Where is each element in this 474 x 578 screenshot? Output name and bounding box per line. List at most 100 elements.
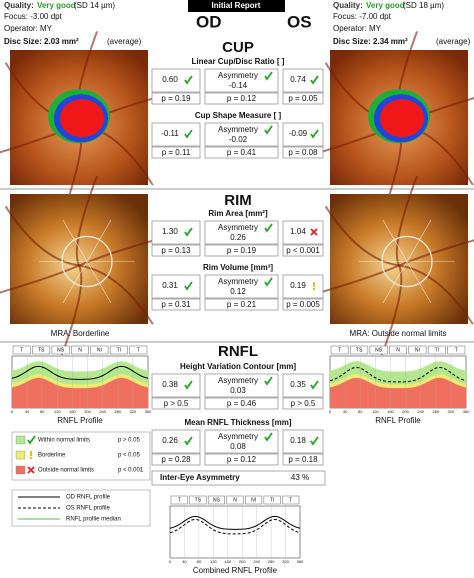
profile-line	[169, 515, 301, 530]
p-cell	[151, 244, 201, 257]
sector-label: T	[20, 347, 23, 353]
x-tick-label: 320	[282, 559, 289, 564]
value-cell	[282, 373, 324, 398]
section-title: RIM	[224, 192, 252, 209]
title-box	[188, 0, 285, 12]
value-cell	[151, 373, 201, 398]
profile-line	[11, 365, 149, 380]
p-cell	[204, 146, 279, 159]
value-cell	[204, 373, 279, 398]
os-label: OS	[287, 12, 312, 31]
legend-swatch	[15, 465, 26, 475]
disc-size: Disc Size: 2.34 mm²	[333, 37, 408, 46]
profile-line	[329, 366, 467, 383]
value-cell	[151, 122, 201, 147]
check-icon	[310, 75, 319, 85]
p-value: p = 0.28	[161, 455, 191, 464]
od-label: OD	[196, 12, 222, 31]
quality-sd: (SD 14 µm)	[74, 1, 115, 10]
legend-label: Borderline	[38, 453, 66, 459]
value-cell	[151, 429, 201, 454]
sector-label: TS	[356, 347, 363, 353]
x-tick-label: 200	[84, 409, 91, 414]
p-value: p = 0.05	[288, 94, 318, 103]
value-cell	[151, 68, 201, 93]
od-value: 0.26	[162, 436, 178, 445]
check-icon	[264, 71, 273, 81]
p-cell	[151, 298, 201, 311]
x-tick-label: 280	[432, 409, 439, 414]
asym-value: -0.14	[229, 81, 248, 90]
sector-box	[226, 495, 244, 505]
asym-label: Asymmetry	[218, 125, 258, 134]
check-icon	[264, 223, 273, 233]
check-icon	[264, 432, 273, 442]
sector-box	[263, 495, 281, 505]
legend-p: p < 0.001	[118, 468, 144, 474]
p-cell	[204, 397, 279, 410]
focus: Focus: -7.00 dpt	[333, 12, 392, 21]
p-cell	[282, 298, 324, 311]
x-tick-label: 160	[387, 409, 394, 414]
check-icon	[264, 376, 273, 386]
sector-label: N	[396, 347, 400, 353]
sector-box	[330, 345, 349, 355]
sector-label: NI	[415, 347, 420, 353]
p-cell	[282, 453, 324, 466]
asym-label: Asymmetry	[218, 432, 258, 441]
image-bg	[10, 194, 148, 324]
vessel	[380, 265, 403, 356]
sector-label: TI	[435, 347, 439, 353]
x-tick-label: 160	[224, 559, 231, 564]
x-tick-label: 120	[54, 409, 61, 414]
metric-title: Linear Cup/Disc Ratio [ ]	[192, 57, 285, 66]
p-value: p = 0.12	[227, 94, 257, 103]
asym-value: 0.26	[230, 233, 246, 242]
value-cell	[204, 429, 279, 454]
warn-icon	[313, 282, 315, 287]
p-value: p = 0.08	[288, 148, 318, 157]
vessel	[0, 264, 80, 294]
legend-label: Within normal limits	[38, 438, 90, 444]
sector-label: T	[178, 497, 181, 503]
check-icon	[310, 436, 319, 446]
od-value: 0.31	[162, 281, 178, 290]
x-tick-label: 160	[69, 409, 76, 414]
p-value: p = 0.21	[227, 300, 257, 309]
mra-label: MRA: Outside normal limits	[350, 329, 447, 338]
p-value: p = 0.19	[161, 94, 191, 103]
metric-title: Rim Area [mm²]	[208, 209, 268, 218]
p-value: p = 0.18	[288, 455, 318, 464]
value-cell	[282, 429, 324, 454]
fundus-image	[0, 175, 171, 356]
sector-line	[62, 261, 88, 304]
value-cell	[151, 274, 201, 299]
p-cell	[282, 146, 324, 159]
p-cell	[282, 397, 324, 410]
vessel	[60, 265, 83, 356]
p-value: p = 0.11	[162, 148, 191, 157]
sector-label: NS	[375, 347, 383, 353]
asym-value: 0.08	[230, 442, 246, 451]
disc-class: (average)	[107, 37, 142, 46]
operator: Operator: MY	[333, 24, 382, 33]
value-cell	[282, 68, 324, 93]
vessel	[395, 175, 418, 266]
cross-icon	[310, 228, 318, 236]
line-legend-label: OD RNFL profile	[66, 495, 111, 501]
fundus-image	[307, 175, 474, 356]
os-value: 0.74	[290, 75, 306, 84]
x-tick-label: 280	[268, 559, 275, 564]
x-tick-label: 360	[297, 559, 304, 564]
sector-box	[51, 345, 70, 355]
cup-red	[380, 99, 424, 138]
value-cell	[282, 122, 324, 147]
p-cell	[204, 298, 279, 311]
sector-box	[369, 345, 388, 355]
section-title: RNFL	[218, 343, 258, 360]
legend-p: p < 0.05	[118, 453, 141, 459]
metric-title: Height Variation Contour [mm]	[180, 362, 296, 371]
p-value: p = 0.12	[227, 455, 257, 464]
x-tick-label: 360	[145, 409, 152, 414]
